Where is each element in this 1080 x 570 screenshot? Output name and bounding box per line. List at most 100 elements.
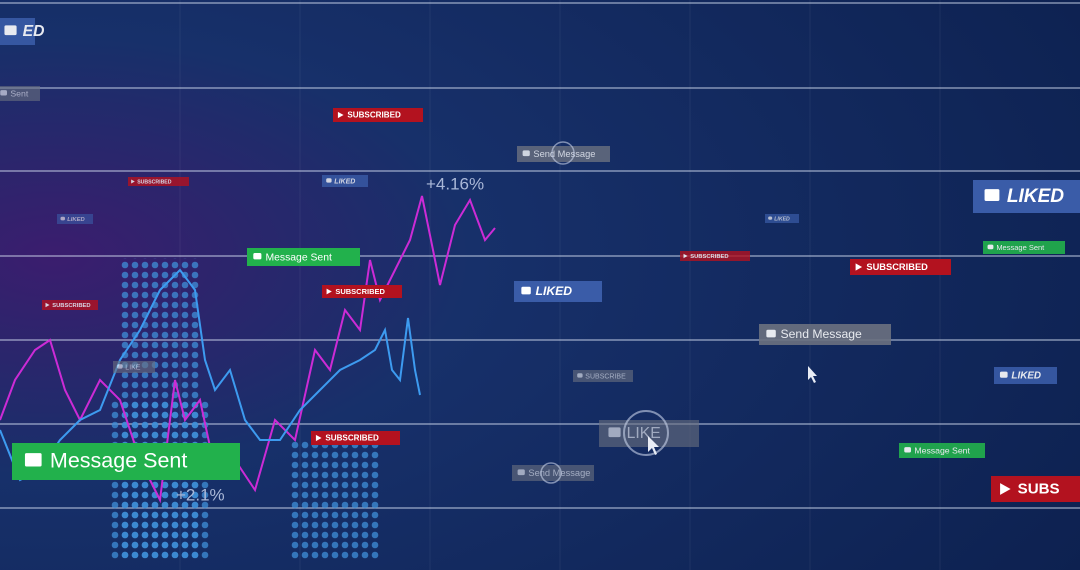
badge: SUBSCRIBED [680,251,750,261]
cursor [648,436,659,455]
badge-box [680,251,750,261]
badge-text: LIKED [536,284,573,298]
badge-icon [4,25,17,36]
badge-icon [0,90,7,96]
badge: LIKED [994,367,1057,384]
badge-box [322,285,402,298]
play-icon [326,288,332,295]
badge-icon [521,286,531,295]
badge-box [994,367,1057,384]
badge-text: SUBS [1018,480,1060,497]
badge-box [247,248,360,266]
badge-icon [517,469,525,476]
badge-box [514,281,602,302]
badge: SUBSCRIBED [333,108,423,122]
change-label: +4.16% [426,174,484,193]
badge-text: LIKED [334,178,355,185]
badge-icon [522,150,530,157]
badge-box [983,241,1065,254]
play-icon [1000,483,1011,495]
badge-icon [768,216,773,220]
badge-box [322,175,368,187]
badge-box [113,361,155,373]
badge-text: SUBSCRIBE [585,373,626,380]
badge-icon [24,453,42,467]
badge-box [899,443,985,458]
badge-box [333,108,423,122]
badge-text: LIKE [627,425,661,442]
badge-text: SUBSCRIBED [137,179,172,185]
cursor-ring [623,410,669,456]
play-icon [337,111,344,119]
badge: LIKED [57,214,93,224]
blue-line [0,268,421,482]
magenta-line [0,195,496,504]
badge-layer: ED Sent SUBSCRIBED Send Message SUBSCRIBED LI… [0,18,1080,502]
badge-box [573,370,633,382]
badge: SUBSCRIBED [850,259,951,275]
badge: ED [0,18,44,45]
badge-text: Send Message [533,149,595,159]
badge-box [311,431,400,445]
badge-text: Message Sent [265,252,332,263]
badge-text: SUBSCRIBED [52,303,90,309]
badge-text: SUBSCRIBED [347,111,401,120]
badge: SUBSCRIBE [573,370,633,382]
badge-text: Message Sent [914,445,970,455]
badge-box [12,443,240,480]
badge: SUBSCRIBED [128,177,189,186]
badge-icon [117,364,123,369]
badge-icon [608,427,621,438]
play-icon [45,302,50,308]
badge-icon [904,447,911,453]
badge-text: Sent [10,88,28,98]
cursor [808,366,817,383]
badge: LIKED [973,180,1080,213]
badge-text: Message Sent [996,243,1045,252]
badge: Send Message [759,324,891,345]
badge-icon [326,178,332,183]
dot-column [290,440,380,560]
badge-box [57,214,93,224]
badge-icon [766,329,776,338]
badge-icon [577,373,583,378]
badge: Message Sent [247,248,360,266]
badge-icon [253,252,262,260]
badge: SUBS [991,476,1080,502]
badge-icon [987,244,994,250]
badge: Sent [0,86,40,101]
badge-text: Send Message [781,327,863,341]
badge-box [765,214,799,223]
badge: SUBSCRIBED [311,431,400,445]
badge-text: SUBSCRIBED [335,287,385,296]
play-icon [855,263,863,271]
badge-box [759,324,891,345]
cursor-ring [551,141,575,165]
badge-icon [984,189,1000,201]
badge: LIKE [113,361,155,373]
badge: Message Sent [12,443,240,480]
badge: Message Sent [899,443,985,458]
play-icon [683,253,688,259]
badge: LIKED [514,281,602,302]
badge-text: LIKED [1007,186,1064,207]
badge-box [850,259,951,275]
horizontal-lines [0,2,1080,509]
badge-text: SUBSCRIBED [690,254,728,260]
badge: SUBSCRIBED [42,300,98,310]
badge-box [517,146,610,162]
badge-text: LIKED [1011,371,1041,382]
badge-text: LIKED [774,216,790,222]
badge-text: LIKE [125,364,141,371]
badge-box [512,465,594,481]
badge-text: ED [23,23,45,40]
badge-text: SUBSCRIBED [325,434,379,443]
badge-icon [999,371,1008,378]
play-icon [315,434,322,442]
badge: Send Message [512,465,594,481]
badge-text: Message Sent [50,449,187,473]
badge: LIKED [765,214,799,223]
badge-icon [60,216,65,221]
badge-text: SUBSCRIBED [866,262,928,272]
